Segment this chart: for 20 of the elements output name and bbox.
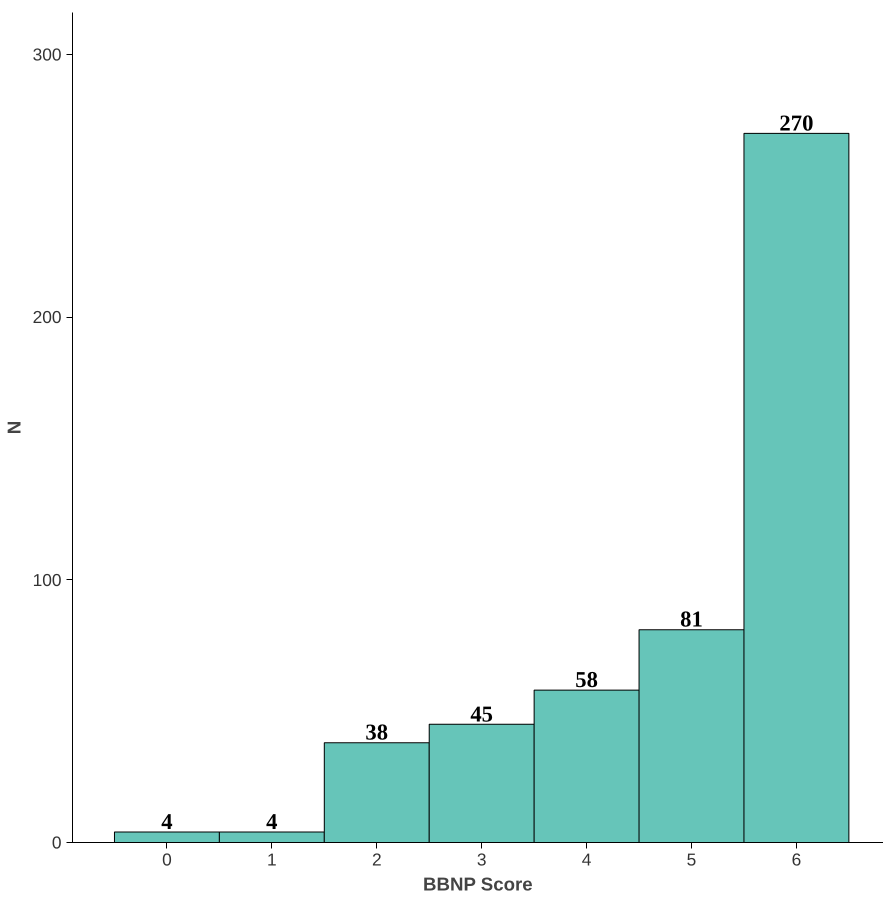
y-tick-label: 200	[32, 307, 62, 328]
data-label: 4	[266, 808, 278, 834]
y-tick-label: 0	[52, 832, 62, 852]
data-label: 81	[680, 606, 703, 632]
data-label: 270	[779, 110, 814, 136]
y-axis-title: N	[4, 420, 25, 434]
x-tick-label: 4	[582, 850, 592, 870]
y-tick-label: 100	[32, 570, 62, 590]
x-tick-label: 0	[162, 850, 172, 870]
x-tick-label: 6	[792, 850, 802, 870]
x-tick-label: 2	[372, 850, 382, 870]
x-axis-title: BBNP Score	[423, 874, 533, 894]
data-label: 38	[365, 720, 388, 745]
x-tick-label: 1	[267, 850, 277, 870]
data-label: 4	[161, 808, 173, 834]
data-label: 58	[575, 667, 598, 692]
x-tick-label: 5	[686, 850, 696, 870]
y-tick-label: 300	[32, 44, 62, 65]
x-tick-label: 3	[476, 850, 486, 870]
data-label: 45	[470, 701, 493, 726]
